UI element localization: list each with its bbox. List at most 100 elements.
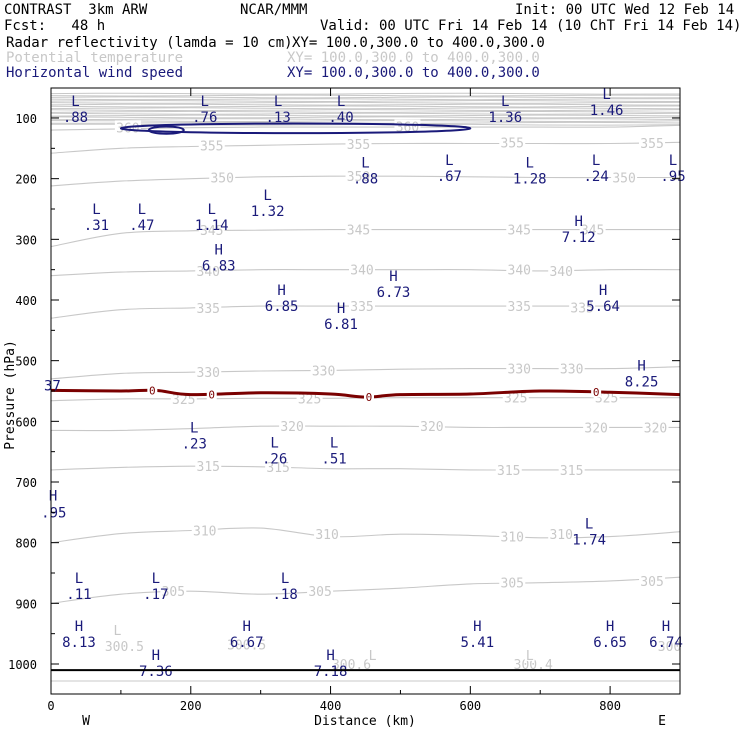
theta-label: 330 <box>508 363 531 378</box>
reflectivity-label-bg <box>591 386 602 398</box>
theta-label: 355 <box>347 138 370 153</box>
y-tick-label: 600 <box>15 415 37 429</box>
wind-extremum-type: L <box>263 188 271 204</box>
theta-upper-isentrope <box>51 101 680 104</box>
org-label: NCAR/MMM <box>240 2 308 18</box>
wind-extremum-value: .76 <box>192 110 217 126</box>
theta-isentrope-320 <box>51 425 680 432</box>
theta-upper-isentrope <box>51 96 680 99</box>
wind-extremum-type: H <box>599 283 607 299</box>
theta-label: 315 <box>497 464 520 479</box>
theta-label-bg <box>506 222 533 236</box>
wind-extremum-value: .11 <box>66 587 91 603</box>
theta-label-bg <box>345 169 372 183</box>
theta-label: 335 <box>570 301 593 316</box>
wind-extremum-value: .23 <box>182 437 207 453</box>
wind-extremum-value: .40 <box>328 110 353 126</box>
legend-xy-reflectivity: XY= 100.0,300.0 to 400.0,300.0 <box>292 35 545 51</box>
wind-extremum-value: 6.83 <box>202 259 236 275</box>
theta-label-bg <box>195 459 222 473</box>
wind-extremum-type: H <box>473 619 481 635</box>
theta-label-bg <box>506 299 533 313</box>
theta-label-bg <box>195 365 222 379</box>
theta-label: 350 <box>612 171 635 186</box>
theta-label-bg <box>307 584 334 598</box>
theta-label-bg <box>506 361 533 375</box>
theta-isentrope-360 <box>51 124 680 131</box>
wind-extremum-value: .26 <box>262 452 287 468</box>
theta-label-bg <box>499 135 526 149</box>
wind-extremum-type: H <box>277 283 285 299</box>
theta-label: 330 <box>560 363 583 378</box>
theta-isentrope-310 <box>51 527 680 544</box>
y-tick-label: 400 <box>15 294 37 308</box>
wind-extremum-value: .88 <box>63 110 88 126</box>
theta-label-bg <box>512 657 555 670</box>
reflectivity-label: 0 <box>593 386 600 399</box>
theta-label: 345 <box>200 224 223 239</box>
wind-extremum-type: H <box>662 619 670 635</box>
y-tick-label: 200 <box>15 173 37 187</box>
theta-upper-isentrope <box>51 119 680 123</box>
wind-extremum-value: 1.36 <box>488 110 522 126</box>
wind-extremum-value: .31 <box>84 218 109 234</box>
forecast-hour: Fcst: 48 h <box>4 18 106 34</box>
theta-label-bg <box>198 223 225 237</box>
wind-extremum-type: H <box>326 648 334 664</box>
theta-label-bg <box>195 263 222 277</box>
theta-label-bg <box>558 361 585 375</box>
theta-label: L <box>369 649 377 664</box>
theta-label: 340 <box>508 264 531 279</box>
x-tick-label: 600 <box>459 699 481 713</box>
reflectivity-label: 0 <box>208 389 215 402</box>
wind-extremum-type: L <box>138 202 146 218</box>
init-time: Init: 00 UTC Wed 12 Feb 14 <box>515 2 735 18</box>
wind-extremum-value: 1.74 <box>572 532 606 548</box>
wind-extremum-value: .88 <box>353 171 378 187</box>
wind-extremum-type: L <box>152 571 160 587</box>
theta-label-bg <box>330 657 373 670</box>
wind-extremum-type: L <box>602 87 610 103</box>
theta-label-bg <box>160 584 187 598</box>
wind-edge-label: 37 <box>44 379 61 395</box>
wind-extremum-type: L <box>190 421 198 437</box>
wind-extremum-value: 7.36 <box>139 664 173 680</box>
legend-xy-wind: XY= 100.0,300.0 to 400.0,300.0 <box>287 65 540 81</box>
theta-label: L <box>526 649 534 664</box>
wind-edge-label: H <box>49 488 57 504</box>
theta-label-bg <box>103 638 146 652</box>
theta-label-bg <box>506 262 533 276</box>
reflectivity-label-bg <box>363 391 374 403</box>
valid-time: Valid: 00 UTC Fri 14 Feb 14 (10 ChT Fri … <box>320 18 740 34</box>
theta-upper-isentrope <box>51 100 680 103</box>
wind-extremum-type: H <box>242 619 250 635</box>
theta-label-bg <box>502 390 529 404</box>
theta-label: 300.5 <box>105 640 144 655</box>
y-tick-label: 300 <box>15 233 37 247</box>
theta-upper-isentrope <box>51 107 680 110</box>
wind-extremum-value: 8.25 <box>625 375 659 391</box>
wind-extremum-value: 6.67 <box>230 635 264 651</box>
wind-extremum-type: L <box>592 153 600 169</box>
y-axis-title: Pressure (hPa) <box>3 340 18 450</box>
theta-label: 335 <box>508 300 531 315</box>
wind-extremum-value: 6.85 <box>265 299 299 315</box>
theta-label-bg <box>394 119 421 133</box>
theta-label-bg <box>349 299 376 313</box>
wind-extremum-value: 6.73 <box>377 285 411 301</box>
theta-label: 310 <box>549 528 572 543</box>
theta-upper-isentrope <box>51 92 680 95</box>
wind-extremum-type: H <box>574 214 582 230</box>
theta-label: 320 <box>280 420 303 435</box>
theta-label-bg <box>495 462 522 476</box>
theta-label-bg <box>279 419 306 433</box>
wind-extremum-type: L <box>501 94 509 110</box>
theta-upper-isentrope <box>51 112 680 115</box>
wind-extremum-type: L <box>361 155 369 171</box>
theta-label: 345 <box>508 224 531 239</box>
x-tick-label: 800 <box>599 699 621 713</box>
wind-extremum-type: L <box>92 202 100 218</box>
theta-label: 355 <box>200 139 223 154</box>
theta-isentrope-315 <box>51 465 680 471</box>
theta-label: 330 <box>312 364 335 379</box>
